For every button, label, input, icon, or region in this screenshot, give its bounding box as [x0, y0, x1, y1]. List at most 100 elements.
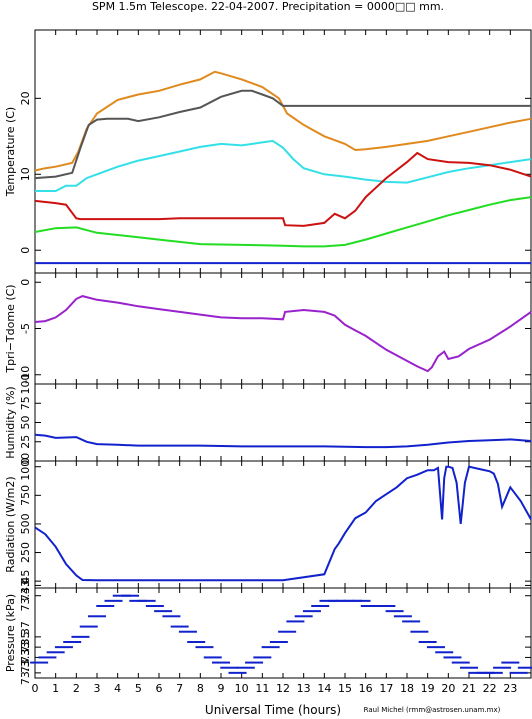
series-line-gray: [34, 89, 531, 180]
x-tick-label: 19: [421, 682, 435, 695]
y-tick-label: 250: [19, 542, 32, 563]
data-point: [402, 620, 421, 623]
x-tick-label: 5: [135, 682, 142, 695]
y-tick-label: 100: [19, 374, 32, 395]
x-tick-label: 11: [255, 682, 269, 695]
data-point: [418, 641, 437, 643]
x-tick-label: 10: [235, 682, 249, 695]
data-point: [145, 605, 164, 607]
x-tick-label: 6: [156, 682, 163, 695]
x-tick-label: 4: [114, 682, 121, 695]
data-point: [484, 671, 503, 674]
chart-title: SPM 1.5m Telescope. 22-04-2007. Precipit…: [92, 0, 444, 13]
y-tick-label: -10: [19, 366, 32, 384]
data-point: [71, 635, 90, 638]
data-point: [269, 641, 288, 643]
data-point: [187, 641, 206, 643]
data-point: [46, 651, 65, 654]
y-tick-label: -5: [19, 323, 32, 334]
data-point: [302, 610, 321, 613]
data-point: [385, 610, 404, 613]
series-line-purple: [34, 295, 532, 373]
data-point: [443, 656, 462, 659]
y-tick-label: 50: [19, 416, 32, 430]
x-tick-label: 22: [483, 682, 497, 695]
y-tick-label: 25: [19, 435, 32, 449]
y-tick-label: 0: [19, 578, 32, 585]
data-point: [410, 630, 429, 633]
data-point: [253, 656, 272, 659]
y-axis-label: Tpri−Tdome (C): [4, 284, 17, 373]
x-tick-label: 9: [218, 682, 225, 695]
series-line-cyan: [35, 139, 532, 192]
y-tick-label: 0: [19, 458, 32, 465]
series-line-orange: [34, 70, 532, 172]
x-tick-label: 2: [73, 682, 80, 695]
data-point: [236, 666, 255, 669]
data-point: [195, 646, 214, 649]
data-point: [451, 661, 470, 664]
y-tick-label: 20: [19, 91, 32, 105]
data-point: [63, 641, 82, 643]
series-line-blue: [34, 433, 532, 449]
data-point: [377, 605, 396, 607]
data-point: [435, 651, 454, 654]
data-point: [509, 671, 528, 674]
y-tick-label: 73.43: [19, 580, 32, 612]
data-point: [162, 615, 181, 618]
data-point: [245, 661, 264, 664]
data-point: [104, 599, 123, 602]
data-point: [137, 599, 156, 602]
data-point: [178, 630, 197, 633]
y-tick-label: 1000: [19, 453, 32, 481]
data-point: [517, 666, 532, 669]
data-point: [460, 666, 478, 669]
y-tick-label: 73.37: [19, 621, 32, 653]
x-tick-label: 20: [441, 682, 455, 695]
data-point: [294, 615, 313, 618]
x-tick-label: 8: [197, 682, 204, 695]
data-point: [493, 666, 512, 669]
x-tick-label: 18: [400, 682, 414, 695]
x-tick-label: 16: [359, 682, 373, 695]
data-point: [501, 661, 520, 664]
data-point: [393, 615, 412, 618]
x-tick-label: 1: [52, 682, 59, 695]
data-point: [352, 599, 371, 602]
y-tick-label: 75: [19, 396, 32, 410]
data-point: [96, 605, 115, 607]
y-tick-label: 0: [19, 247, 32, 254]
data-point: [220, 666, 239, 669]
y-tick-label: 500: [19, 513, 32, 534]
data-point: [212, 661, 230, 664]
data-point: [30, 661, 49, 664]
x-tick-label: 23: [503, 682, 517, 695]
y-tick-label: 0: [19, 279, 32, 286]
data-point: [203, 656, 222, 659]
y-tick-label: 73.3: [19, 661, 32, 686]
x-tick-label: 3: [94, 682, 101, 695]
data-point: [88, 615, 106, 618]
x-tick-label: 17: [379, 682, 393, 695]
x-tick-label: 15: [338, 682, 352, 695]
data-point: [278, 630, 297, 633]
y-axis-label: Pressure (kPa): [4, 594, 17, 672]
data-point: [54, 646, 73, 649]
x-tick-label: 7: [176, 682, 183, 695]
series-line-green: [34, 196, 532, 248]
x-axis-label: Universal Time (hours): [205, 703, 341, 717]
data-point: [170, 625, 189, 628]
y-tick-label: 10: [19, 167, 32, 181]
credit-text: Raul Michel (rmm@astrosen.unam.mx): [364, 706, 501, 714]
x-tick-label: 13: [297, 682, 311, 695]
series-line-blue: [34, 465, 532, 582]
data-point: [261, 646, 280, 649]
y-tick-label: 73.45: [19, 570, 32, 602]
data-point: [154, 610, 173, 613]
y-tick-label: 73.33: [19, 642, 32, 674]
